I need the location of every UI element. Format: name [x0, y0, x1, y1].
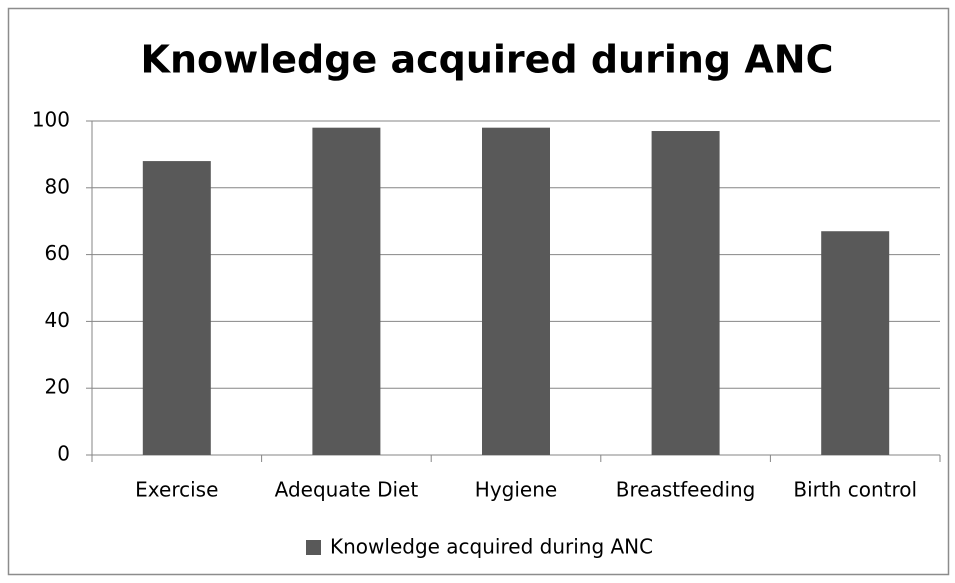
y-tick-label: 0: [57, 442, 70, 466]
y-tick-label: 80: [45, 174, 70, 198]
bar: [312, 127, 381, 456]
bar: [821, 231, 890, 455]
legend-swatch: [306, 540, 321, 555]
y-tick-label: 100: [32, 108, 70, 132]
bar: [142, 161, 211, 455]
bar: [482, 127, 550, 456]
x-tick-label: Hygiene: [475, 478, 557, 502]
chart-title: Knowledge acquired during ANC: [141, 38, 834, 82]
legend-label: Knowledge acquired during ANC: [330, 535, 653, 559]
x-tick-label: Breastfeeding: [616, 478, 756, 502]
x-tick-label: Adequate Diet: [275, 478, 419, 502]
x-tick-label: Birth control: [793, 478, 917, 502]
y-tick-label: 40: [45, 308, 70, 332]
bar: [651, 131, 720, 455]
x-tick-label: Exercise: [135, 478, 218, 502]
y-tick-label: 20: [45, 375, 70, 399]
y-tick-label: 60: [45, 241, 70, 265]
